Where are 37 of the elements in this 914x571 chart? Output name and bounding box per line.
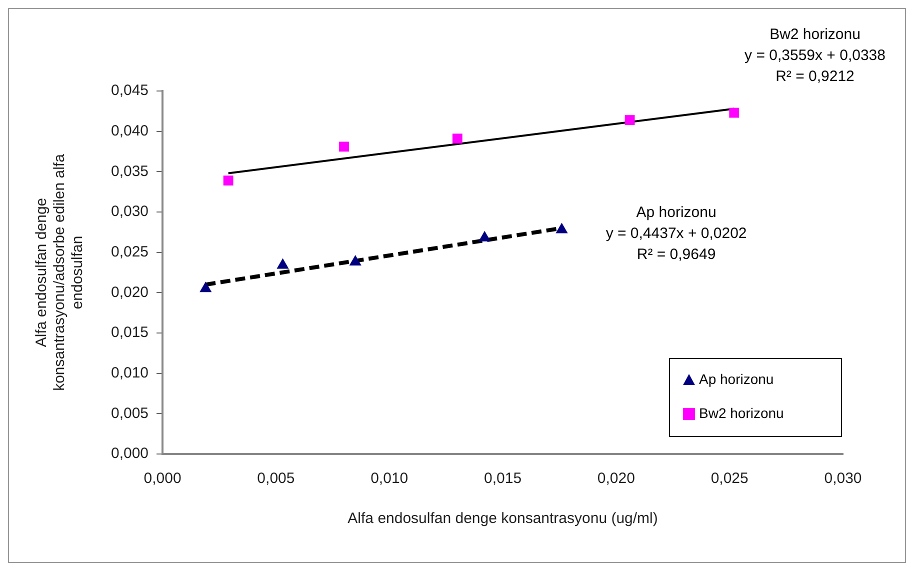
y-tick-label: 0,015 <box>110 324 149 342</box>
x-tick-label: 0,025 <box>710 470 748 488</box>
point <box>200 282 212 292</box>
point <box>349 255 362 266</box>
x-tick-label: 0,000 <box>144 470 182 488</box>
annotation: y = 0,4437x + 0,0202 <box>606 225 747 242</box>
text: Bw2 horizonu <box>770 26 860 44</box>
y-tick-label: 0,030 <box>110 203 149 220</box>
text: y = 0,3559x + 0,0338 <box>744 47 886 64</box>
x-axis-title: Alfa endosulfan denge konsantrasyonu (ug/ml) <box>348 510 658 528</box>
y-tick-label: 0,035 <box>110 162 149 180</box>
point <box>223 176 234 186</box>
annotation: R² = 0,9649 <box>636 246 716 264</box>
point <box>556 222 568 234</box>
x-tick-label: 0,030 <box>824 470 862 488</box>
point <box>478 230 491 242</box>
y-tick-label: 0,005 <box>110 404 149 422</box>
point <box>276 258 289 269</box>
point <box>729 108 740 118</box>
y-axis-title: Alfa endosulfan denge konsantrasyonu/adsorbe edilen alfa endosulfan <box>33 153 86 391</box>
y-tick-label: 0,040 <box>110 122 149 140</box>
y-tick-label: 0,010 <box>110 364 149 382</box>
annotation: Ap horizonu <box>636 204 716 222</box>
point <box>339 142 349 152</box>
y-tick-label: 0,045 <box>110 82 149 100</box>
legend-label: Bw2 horizonu <box>699 404 784 421</box>
point <box>452 134 462 144</box>
text: R² = 0,9212 <box>776 68 854 86</box>
point <box>624 115 635 125</box>
y-tick-label: 0,025 <box>110 243 149 260</box>
y-tick-label: 0,000 <box>110 445 149 462</box>
legend-label: Ap horizonu <box>699 370 774 387</box>
x-tick-label: 0,020 <box>597 470 635 488</box>
y-tick-label: 0,020 <box>110 284 149 301</box>
x-tick-label: 0,005 <box>257 470 295 488</box>
x-tick-label: 0,015 <box>484 470 522 488</box>
x-tick-label: 0,010 <box>370 470 408 488</box>
